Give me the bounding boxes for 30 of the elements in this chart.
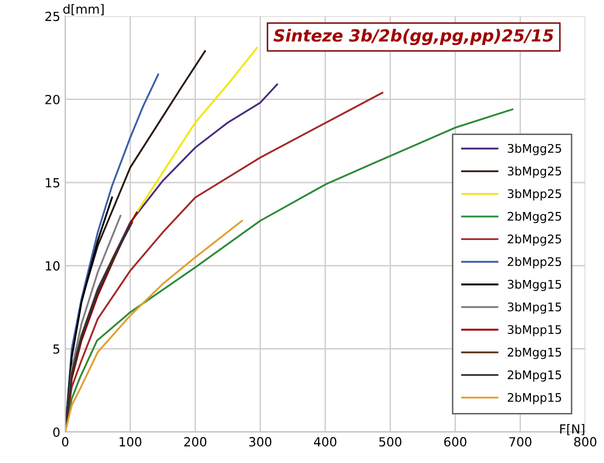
legend-label: 3bMgg15 [508,280,562,292]
y-tick-label: 25 [45,12,60,22]
legend-label: 3bMpg25 [508,166,562,178]
x-tick-label: 100 [120,437,142,447]
legend-label: 2bMpp25 [508,256,562,268]
x-tick-label: 200 [184,437,206,447]
legend-label: 3bMpp25 [508,189,562,200]
legend-label: 3bMpp15 [508,324,562,336]
x-tick-label: 400 [314,437,336,447]
x-tick-label: 300 [249,437,272,447]
x-tick-label: 0 [62,437,68,447]
y-tick-label: 10 [46,261,60,271]
legend-label: 2bMpg15 [508,370,562,382]
text: Sinteze 3b/2b(gg,pg,pp)25/15 [274,28,554,46]
y-axis-title: d[mm] [63,4,104,16]
y-tick-label: 15 [46,178,60,188]
y-tick-label: 0 [53,427,60,437]
legend-label: 3bMpg15 [508,302,562,314]
y-tick-label: 20 [45,94,60,104]
legend-label: 2bMpg25 [508,234,562,246]
x-tick-label: 500 [379,437,402,447]
x-tick-label: 800 [574,437,596,447]
legend-label: 2bMgg25 [508,212,562,224]
legend-label: 2bMgg15 [508,348,562,359]
x-tick-label: 700 [509,437,532,447]
x-tick-label: 600 [444,437,466,447]
legend-label: 3bMgg25 [508,144,562,156]
legend-label: 2bMpp15 [508,392,562,404]
y-tick-label: 5 [53,344,60,354]
x-axis-title: F[N] [560,424,584,436]
